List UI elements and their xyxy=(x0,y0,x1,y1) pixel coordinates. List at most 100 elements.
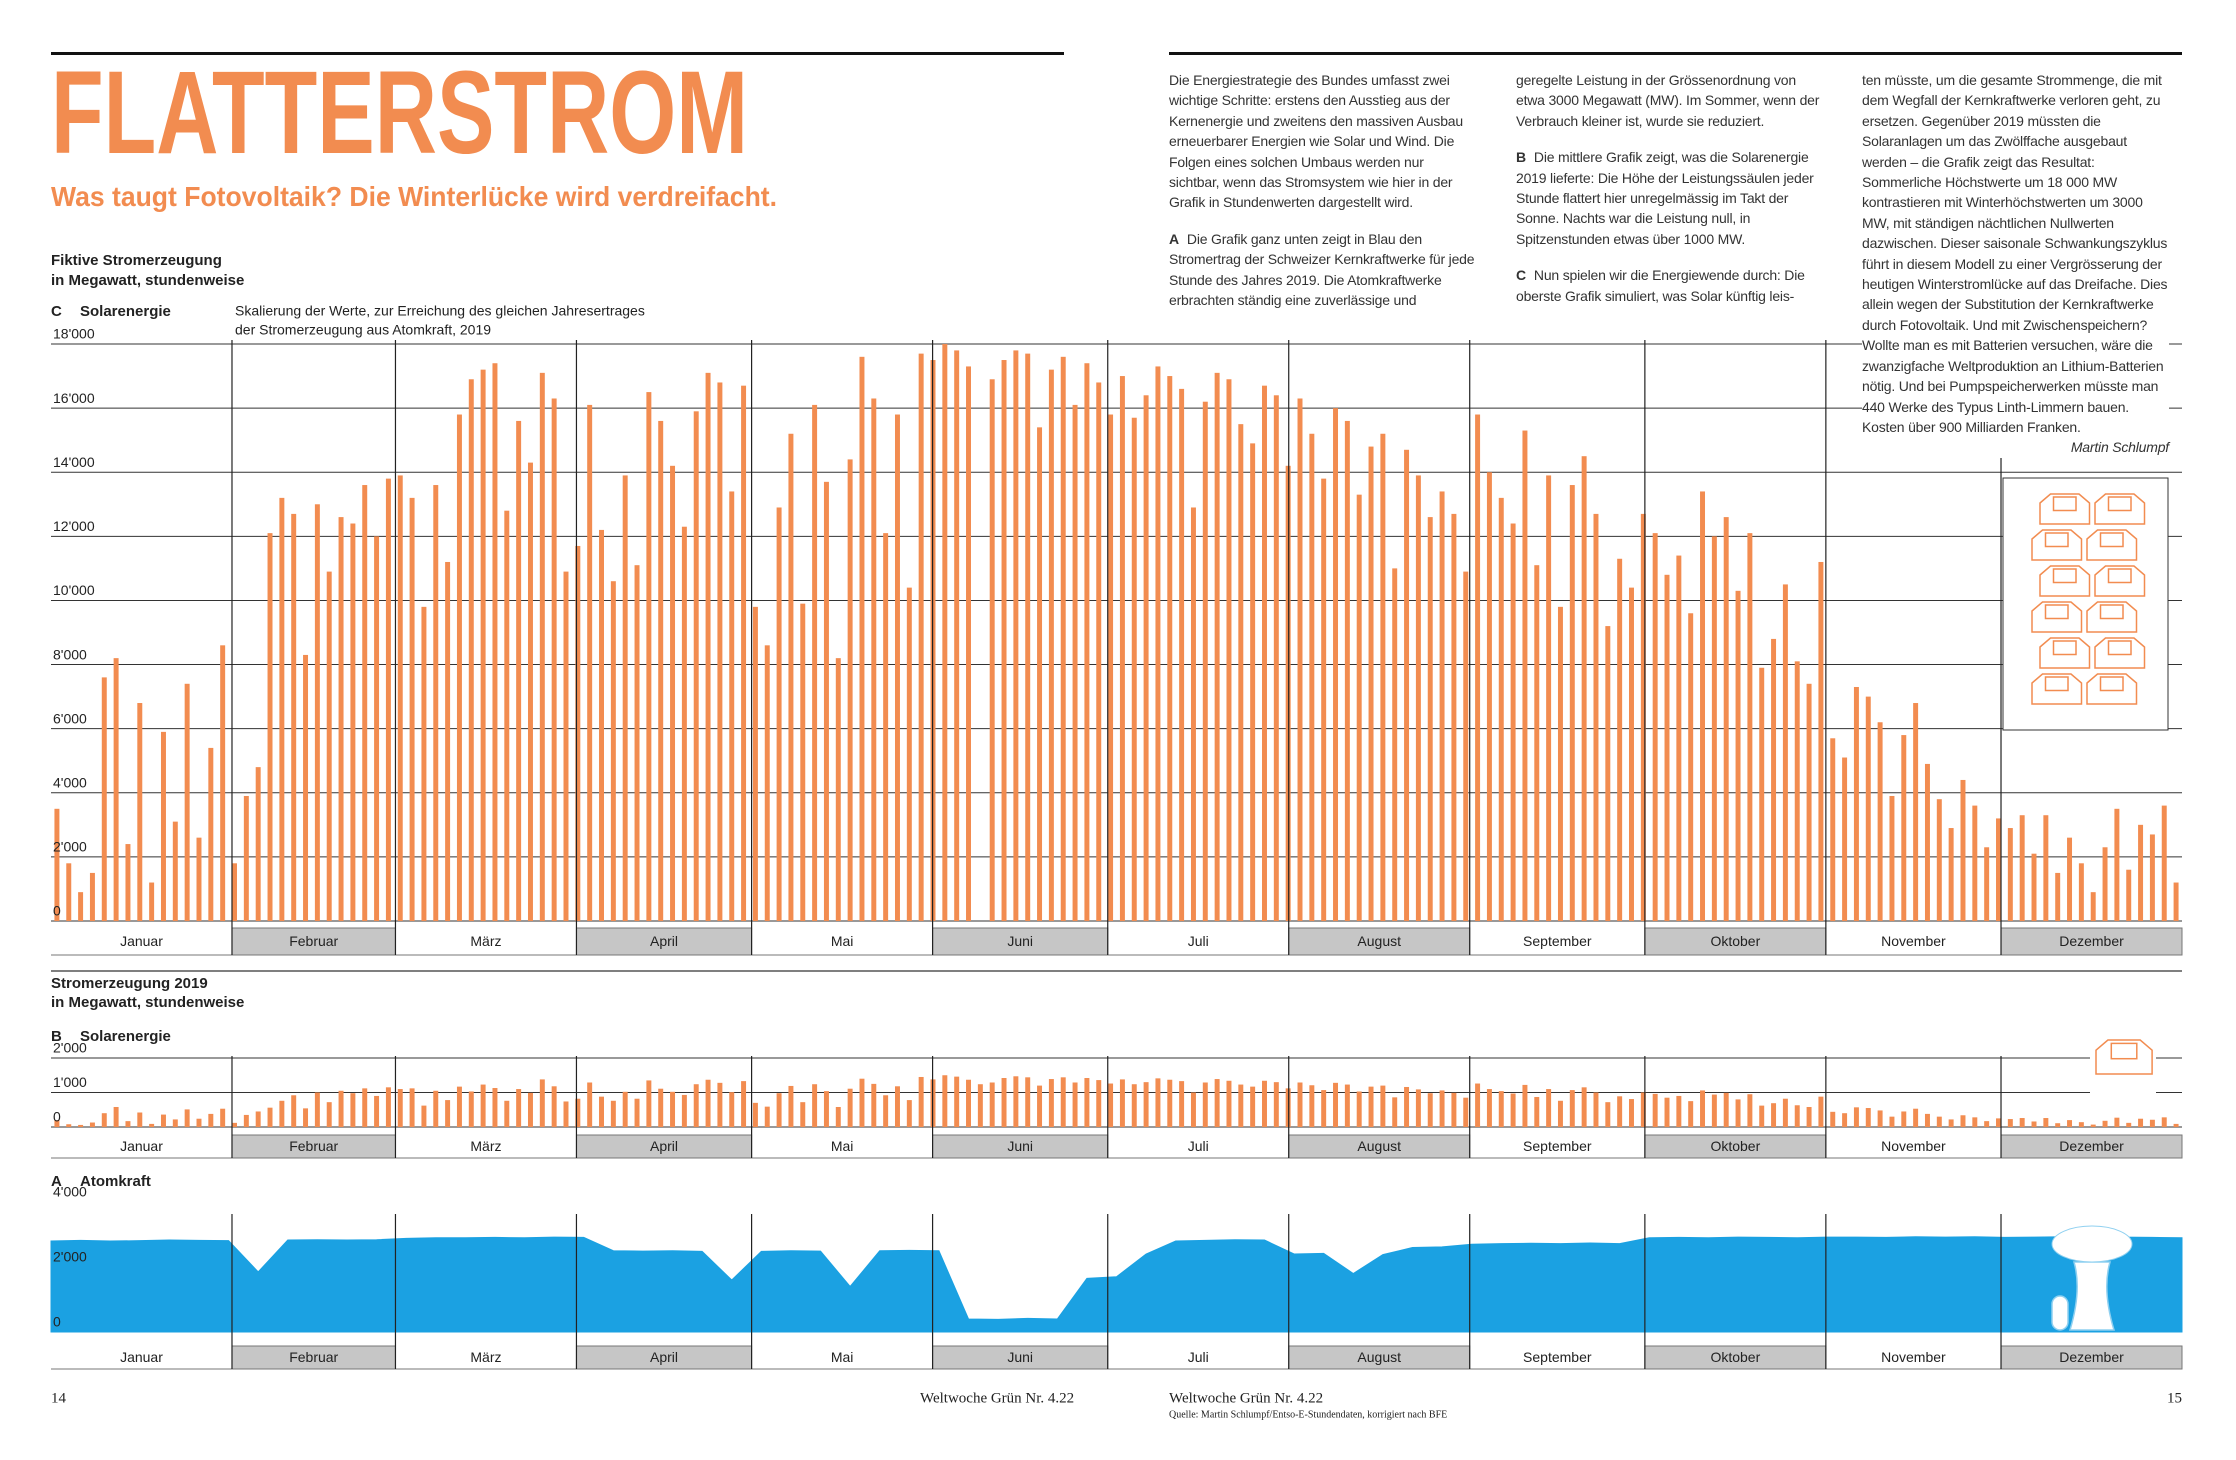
month-label: Mai xyxy=(831,933,854,949)
bar xyxy=(1344,420,1350,921)
bar xyxy=(1877,722,1883,921)
bar xyxy=(433,1090,439,1127)
bar xyxy=(1984,1121,1990,1127)
bar xyxy=(1901,1111,1907,1127)
bar xyxy=(776,1093,782,1127)
paragraph-text: Die Energiestrategie des Bundes umfasst … xyxy=(1169,72,1463,211)
bar xyxy=(1534,1096,1540,1127)
bar xyxy=(2173,882,2179,921)
bar xyxy=(1996,1118,2001,1127)
magazine-name: Weltwoche Grün Nr. 4.22 xyxy=(920,1390,1074,1406)
bar xyxy=(1179,1081,1185,1127)
bar xyxy=(599,529,604,921)
bar xyxy=(1948,828,1954,921)
bar xyxy=(1380,1085,1386,1127)
bar xyxy=(1700,1090,1706,1127)
bar xyxy=(421,606,427,921)
author: Martin Schlumpf xyxy=(2070,439,2169,456)
bar xyxy=(2007,1119,2013,1127)
bar xyxy=(1096,1080,1102,1127)
paragraph: A Die Grafik ganz unten zeigt in Blau den… xyxy=(1169,229,1476,311)
month-label: Juni xyxy=(1007,1349,1033,1365)
solar-panel-icon xyxy=(2044,532,2069,548)
bar xyxy=(1546,1089,1552,1127)
bar xyxy=(1262,1080,1267,1127)
bar xyxy=(587,404,593,922)
bar xyxy=(1498,1091,1504,1127)
chart-letter: A xyxy=(51,1173,62,1190)
house-icon xyxy=(2086,529,2138,561)
bar xyxy=(1569,1090,1575,1127)
bar xyxy=(823,481,829,921)
bar xyxy=(66,863,72,921)
bar xyxy=(196,1118,202,1127)
bar xyxy=(1143,395,1149,921)
solar-panel-icon xyxy=(2052,640,2077,656)
bar xyxy=(1996,818,2001,921)
bar xyxy=(1664,574,1670,921)
bar xyxy=(954,1076,960,1127)
bar xyxy=(1700,491,1706,921)
bar xyxy=(1711,536,1717,921)
bar xyxy=(2055,1123,2061,1127)
month-label: Mai xyxy=(831,1138,854,1154)
bar xyxy=(1830,738,1836,921)
bar xyxy=(599,1096,604,1127)
bar xyxy=(2007,828,2013,921)
bar xyxy=(303,1108,309,1127)
solar-panel-icon xyxy=(2052,568,2077,584)
bar xyxy=(1581,1087,1587,1127)
bar xyxy=(2161,805,2167,921)
bar xyxy=(2161,1117,2167,1127)
bar xyxy=(255,1111,261,1127)
bar xyxy=(1617,1096,1623,1127)
bar xyxy=(835,658,841,921)
chart-title: Solarenergie xyxy=(80,1028,171,1045)
bar xyxy=(1629,1099,1634,1127)
bar xyxy=(1652,533,1658,921)
bar xyxy=(1498,497,1504,921)
bar xyxy=(1818,561,1824,921)
paragraph-text: Nun spielen wir die Energiewende durch: … xyxy=(1516,267,1805,304)
section-marker: B xyxy=(1516,149,1526,166)
bar xyxy=(717,382,723,921)
subtitle: Was taugt Fotovoltaik? Die Winterlücke w… xyxy=(51,181,777,212)
bar xyxy=(954,350,960,921)
solar-panel-icon xyxy=(2107,640,2132,656)
bar xyxy=(894,414,900,921)
bar xyxy=(1404,1086,1410,1127)
bar xyxy=(788,433,794,921)
bar xyxy=(1972,805,1978,921)
bar xyxy=(1404,449,1410,921)
bar xyxy=(883,1095,889,1127)
bar xyxy=(160,1114,166,1127)
bar xyxy=(1309,433,1315,921)
bar xyxy=(1427,517,1433,921)
month-label: Dezember xyxy=(2059,933,2124,949)
chart-title: Solarenergie xyxy=(80,303,171,320)
house-icon xyxy=(2086,673,2138,705)
bar xyxy=(989,379,995,921)
bar xyxy=(1534,565,1540,921)
bar xyxy=(1025,1077,1031,1127)
y-tick-label: 2'000 xyxy=(53,839,87,855)
bar xyxy=(1048,369,1054,922)
month-band xyxy=(575,927,753,956)
bar xyxy=(1972,1117,1978,1127)
bar xyxy=(1853,1107,1859,1127)
bar xyxy=(1439,1090,1445,1127)
bar xyxy=(433,485,439,921)
bar xyxy=(1321,1090,1327,1127)
bar xyxy=(1439,491,1445,921)
bar xyxy=(2149,834,2155,921)
bar xyxy=(729,491,735,921)
bar xyxy=(1108,414,1114,921)
bar xyxy=(172,1119,178,1127)
bar xyxy=(741,1081,747,1127)
bar xyxy=(208,747,214,921)
bar xyxy=(78,892,84,921)
bar xyxy=(942,344,948,921)
headline: FLATTERSTROM xyxy=(51,47,748,179)
bar xyxy=(658,420,664,921)
